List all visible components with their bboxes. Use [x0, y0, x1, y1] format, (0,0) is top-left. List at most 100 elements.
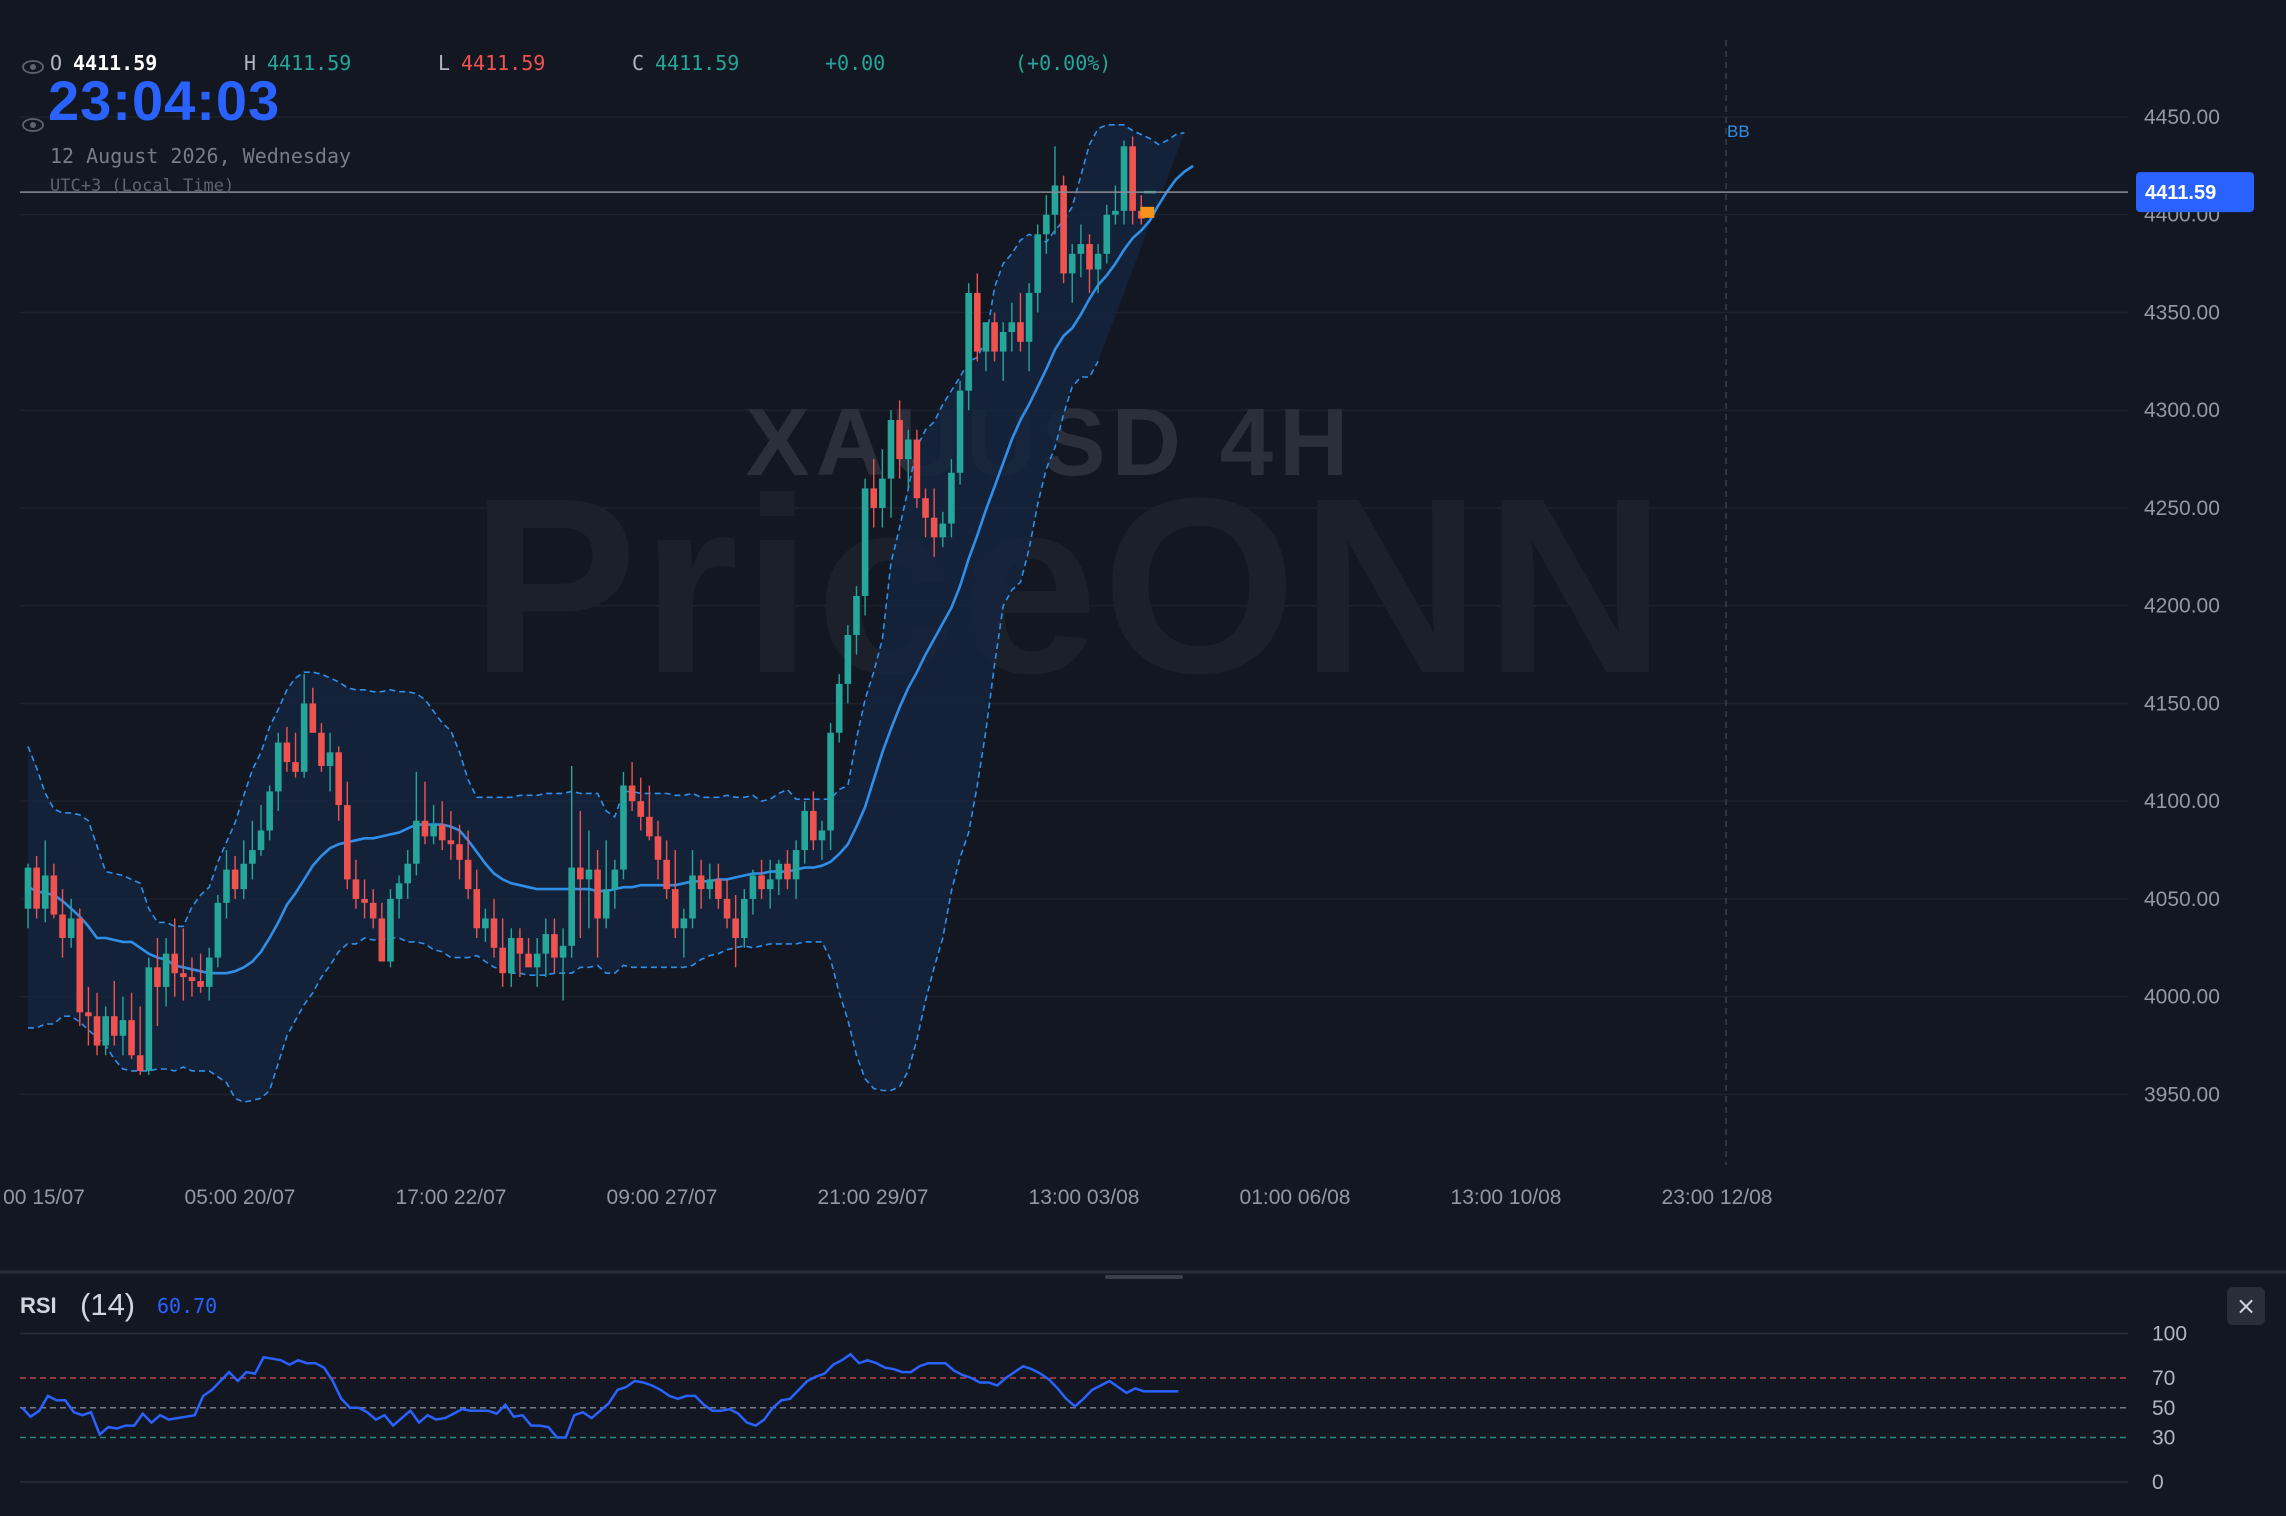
candle-body [585, 869, 593, 880]
candle [41, 840, 49, 923]
clock-date: 12 August 2026, Wednesday [50, 144, 351, 168]
candle [792, 840, 800, 899]
time-tick-label: 00 15/07 [3, 1186, 85, 1209]
clock-widget: 23:04:03 12 August 2026, Wednesday UTC+3… [22, 69, 351, 196]
candle-body [965, 292, 972, 391]
candle [464, 830, 472, 899]
candle-body [1051, 185, 1059, 215]
candle-body [413, 820, 420, 864]
candle-body [240, 863, 248, 890]
candle-body [723, 898, 731, 919]
candle [715, 863, 722, 909]
candle-body [620, 785, 627, 870]
candle-body [197, 981, 204, 987]
ohlc-high-label: H [244, 51, 256, 75]
candle-body [956, 390, 964, 473]
candle-body [50, 875, 58, 915]
candle-body [749, 875, 757, 899]
candle-body [180, 973, 187, 978]
candle [904, 429, 912, 489]
candle [249, 820, 256, 880]
candle [257, 805, 265, 856]
candle-body [447, 840, 455, 845]
candle [413, 771, 420, 876]
bb-indicator-label[interactable]: BB [1727, 122, 1750, 141]
price-tick-label: 4100.00 [2144, 790, 2220, 813]
candle [922, 488, 929, 538]
price-tick-label: 4150.00 [2144, 692, 2220, 715]
candle [861, 478, 869, 616]
candle [283, 726, 291, 772]
candle-body [59, 914, 66, 939]
pane-resize-handle[interactable] [1105, 1275, 1183, 1279]
candle [810, 791, 817, 851]
candle [991, 312, 998, 362]
bb-middle-line [27, 164, 1194, 975]
candle [870, 459, 878, 528]
candle [689, 850, 696, 929]
clock-timezone: UTC+3 (Local Time) [50, 176, 234, 196]
ohlc-legend: O 4411.59 H 4411.59 L 4411.59 C 4411.59 … [22, 51, 1111, 75]
candle-body [438, 824, 446, 841]
candle-body [361, 898, 368, 903]
candle-body [300, 703, 308, 772]
eye-icon[interactable] [22, 118, 44, 132]
candle [67, 898, 75, 948]
candle-body [732, 918, 739, 939]
price-tick-label: 4350.00 [2144, 301, 2220, 324]
candle [395, 875, 403, 919]
candle-body [344, 805, 351, 880]
rsi-tick-label: 0 [2152, 1471, 2164, 1494]
candle [594, 850, 601, 958]
candle [982, 322, 990, 372]
candle-body [827, 732, 834, 831]
candle-body [1077, 244, 1085, 254]
candle-body [473, 889, 481, 929]
ohlc-close-value: 4411.59 [655, 51, 739, 75]
candle-body [542, 934, 550, 954]
ohlc-close-label: C [632, 51, 644, 75]
candle [939, 511, 947, 548]
candle-body [76, 918, 84, 1013]
rsi-tick-label: 70 [2152, 1367, 2175, 1390]
candle [801, 801, 808, 864]
candle-body [482, 918, 489, 929]
candle-body [162, 953, 170, 987]
candle-body [766, 879, 774, 890]
candle-body [274, 742, 282, 792]
close-rsi-button[interactable]: × [2227, 1287, 2265, 1325]
price-axis[interactable]: 3950.00 4000.00 4050.00 4100.00 4150.00 4200.… [2144, 106, 2220, 1106]
time-tick-label: 13:00 10/08 [1451, 1186, 1562, 1209]
candle [585, 830, 593, 929]
time-tick-label: 21:00 29/07 [818, 1186, 929, 1209]
candle-body [404, 863, 412, 884]
time-tick-label: 05:00 20/07 [185, 1186, 296, 1209]
candle [473, 869, 481, 939]
candle [266, 785, 273, 841]
candle-body [611, 869, 619, 890]
eye-icon[interactable] [22, 60, 44, 74]
candle-body [499, 947, 506, 974]
time-axis[interactable]: 00 15/07 05:00 20/07 17:00 22/07 09:00 27/0… [3, 1186, 1772, 1209]
candle [59, 889, 66, 958]
time-tick-label: 23:00 12/08 [1662, 1186, 1773, 1209]
candle-body [1094, 253, 1102, 270]
candle-body [266, 791, 273, 831]
candle [1103, 204, 1111, 264]
candle-body [1068, 253, 1076, 274]
candle-body [887, 419, 895, 479]
candle [1060, 175, 1067, 284]
candle-body [93, 1016, 101, 1046]
candle-body [974, 292, 981, 352]
candle [326, 732, 334, 792]
candle-body [421, 820, 429, 837]
candle-body [671, 889, 679, 929]
candle [611, 859, 619, 909]
candle [1051, 146, 1059, 235]
candle [197, 953, 204, 993]
candle-body [249, 850, 256, 864]
candle-body [102, 1016, 109, 1046]
candle-body [715, 879, 722, 899]
candle-body [145, 967, 153, 1071]
